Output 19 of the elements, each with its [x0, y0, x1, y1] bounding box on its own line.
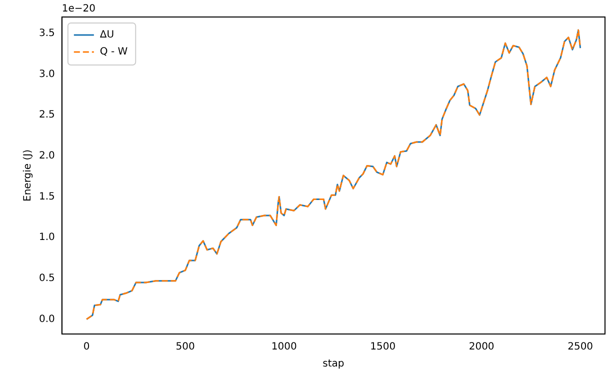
x-tick-label: 1500 [370, 342, 396, 353]
y-axis-title: Energie (J) [22, 149, 34, 202]
x-tick-label: 500 [176, 342, 195, 353]
y-tick-label: 1.5 [38, 191, 55, 202]
x-axis-title: stap [322, 358, 344, 370]
y-tick-label: 1.0 [38, 232, 55, 244]
legend-label: ΔU [100, 30, 114, 41]
y-tick-label: 2.0 [38, 150, 55, 162]
x-tick-label: 2500 [568, 342, 594, 353]
legend-label: Q - W [100, 46, 128, 58]
text: 1e−20 [62, 4, 96, 15]
y-tick-label: 0.5 [38, 273, 55, 284]
x-tick-label: 1000 [271, 342, 297, 353]
y-tick-label: 2.5 [38, 110, 55, 121]
y-tick-label: 0.0 [38, 314, 55, 325]
x-tick-label: 2000 [468, 342, 494, 353]
y-tick-label: 3.5 [38, 28, 55, 39]
y-tick-label: 3.0 [38, 68, 55, 80]
x-tick-label: 0 [83, 342, 90, 353]
